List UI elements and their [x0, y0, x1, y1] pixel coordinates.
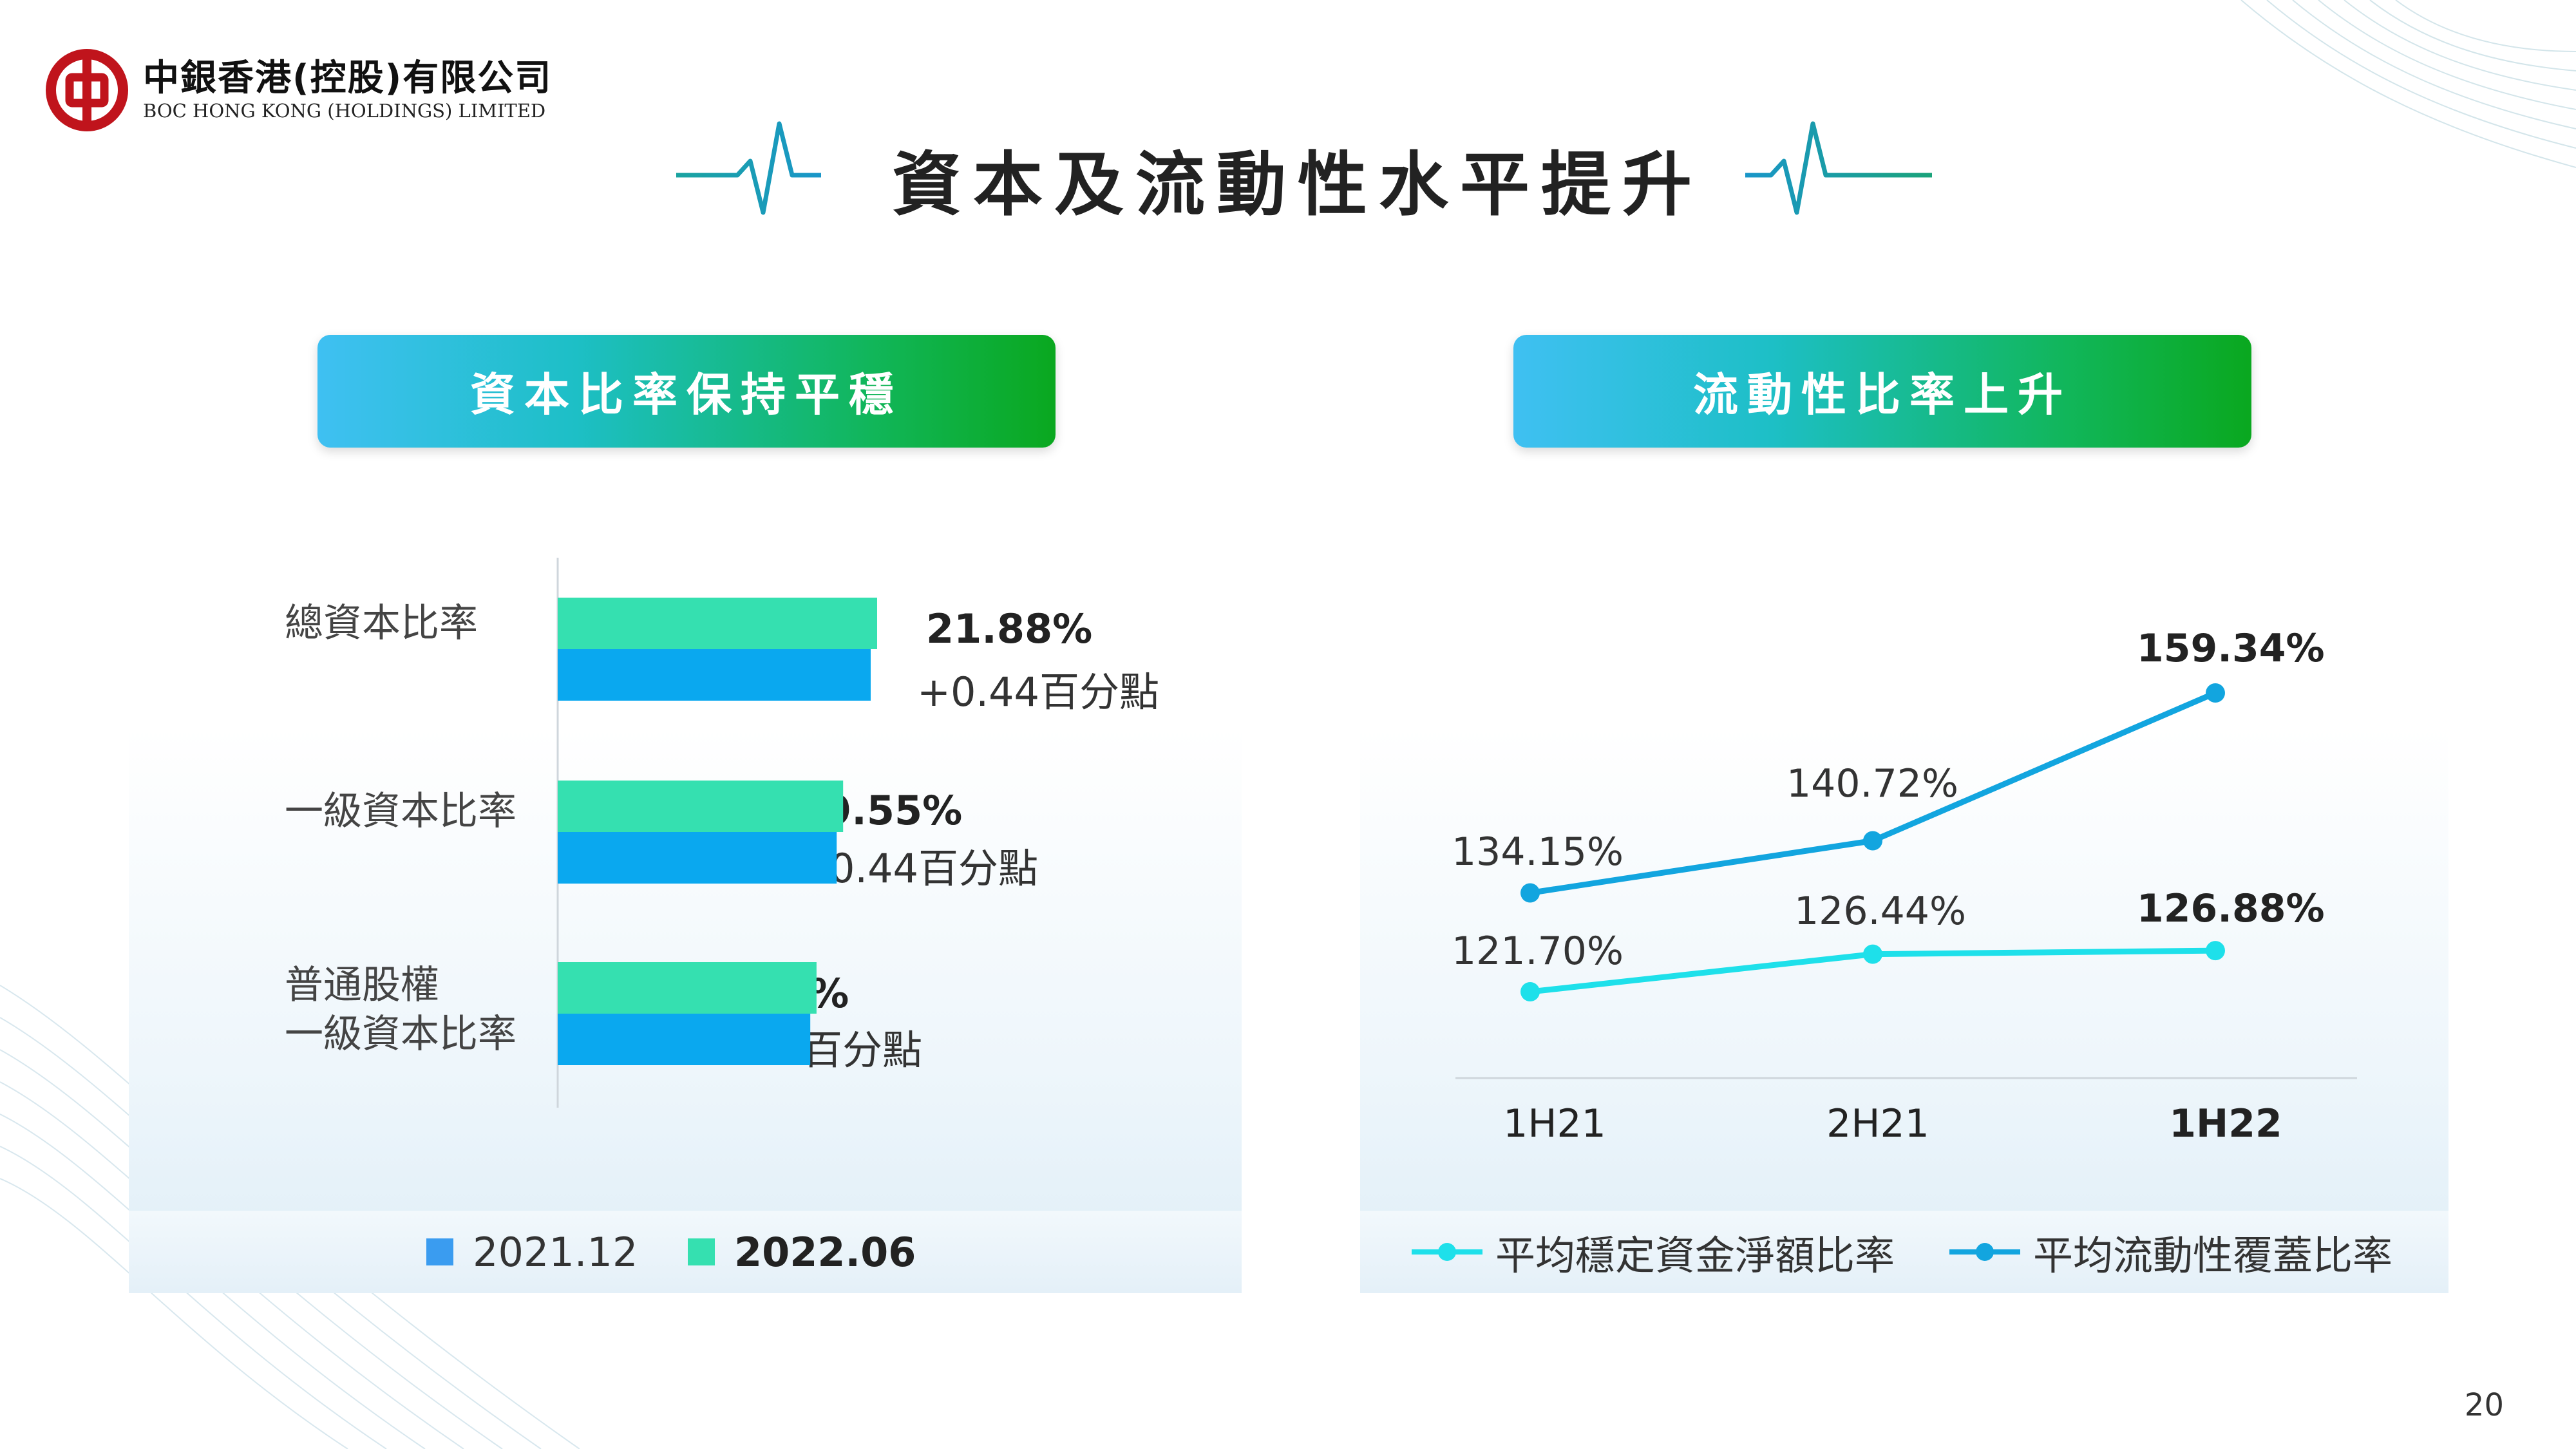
line-point-label: 134.15%	[1452, 829, 1624, 875]
capital-legend: 2021.12 2022.06	[129, 1211, 1242, 1293]
company-name-chinese: 中銀香港(控股)有限公司	[143, 57, 553, 99]
x-axis-tick-label: 2H21	[1826, 1101, 1929, 1146]
legend-line-marker	[1949, 1243, 2020, 1261]
bar-2022-06	[558, 598, 877, 649]
bar-value-label: 21.88%	[926, 605, 1093, 652]
liquidity-chart-panel	[1360, 728, 2448, 1292]
line-point-label: 126.44%	[1794, 889, 1966, 934]
bar-delta-label: +0.44百分點	[917, 668, 1159, 715]
line-point-label: 140.72%	[1786, 761, 1958, 806]
legend-swatch	[426, 1238, 453, 1265]
bar-category-label: 一級資本比率	[285, 789, 516, 834]
company-name-english: BOC HONG KONG (HOLDINGS) LIMITED	[143, 100, 546, 122]
bar-2021-12	[558, 649, 871, 701]
lcr-data-point	[2206, 683, 2225, 703]
legend-item-nsfr: 平均穩定資金淨額比率	[1412, 1223, 1895, 1281]
line-point-label: 121.70%	[1452, 929, 1624, 974]
x-axis-tick-label: 1H22	[2169, 1101, 2282, 1146]
legend-label: 2021.12	[473, 1228, 638, 1276]
bar-category-label: 普通股權	[285, 963, 439, 1008]
bar-category-label: 一級資本比率	[285, 1012, 516, 1057]
bar-value-label: 17.73%	[683, 970, 849, 1017]
pulse-line-icon	[1745, 121, 1932, 215]
capital-section-header: 資本比率保持平穩	[317, 335, 1056, 448]
company-logo: 中銀香港(控股)有限公司 BOC HONG KONG (HOLDINGS) LI…	[45, 48, 552, 132]
legend-label: 2022.06	[734, 1228, 916, 1276]
legend-item-2022-06: 2022.06	[688, 1229, 916, 1276]
legend-label: 平均穩定資金淨額比率	[1495, 1232, 1895, 1279]
legend-item-2021-12: 2021.12	[426, 1229, 638, 1276]
legend-line-marker	[1412, 1243, 1482, 1261]
liquidity-section-header: 流動性比率上升	[1513, 335, 2251, 448]
x-axis-tick-label: 1H21	[1503, 1101, 1606, 1146]
line-point-label: 126.88%	[2137, 886, 2325, 931]
decorative-wave-top-right	[2240, 0, 2576, 168]
slide-title-block: 資本及流動性水平提升	[676, 109, 1932, 225]
page-number: 20	[2464, 1387, 2504, 1423]
slide-title: 資本及流動性水平提升	[891, 145, 1703, 225]
legend-swatch	[688, 1238, 715, 1265]
liquidity-legend: 平均穩定資金淨額比率 平均流動性覆蓋比率	[1360, 1211, 2448, 1293]
line-point-label: 159.34%	[2137, 626, 2325, 671]
bar-delta-label: +0.44百分點	[796, 845, 1038, 892]
boc-logo-icon	[46, 49, 128, 131]
legend-label: 平均流動性覆蓋比率	[2033, 1232, 2393, 1279]
bar-value-label: 19.55%	[796, 787, 963, 834]
bar-category-label: 總資本比率	[285, 601, 478, 646]
pulse-line-icon	[676, 121, 821, 215]
bar-delta-label: +0.43百分點	[680, 1027, 922, 1074]
legend-item-lcr: 平均流動性覆蓋比率	[1949, 1223, 2392, 1281]
